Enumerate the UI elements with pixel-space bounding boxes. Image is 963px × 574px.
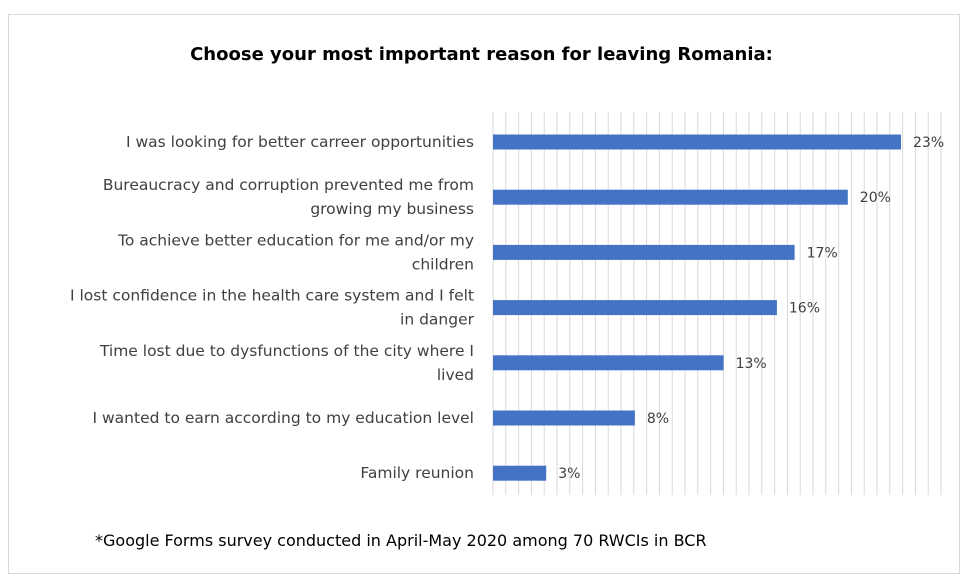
category-label: Time lost due to dysfunctions of the cit… (99, 342, 474, 384)
bar (493, 355, 724, 371)
bar (493, 300, 777, 316)
bar (493, 244, 795, 260)
category-label-line: I wanted to earn according to my educati… (93, 409, 475, 427)
category-label: To achieve better education for me and/o… (117, 231, 474, 273)
bar (493, 410, 635, 426)
category-label: Bureaucracy and corruption prevented me … (103, 176, 474, 218)
bar (493, 134, 901, 150)
category-label-line: To achieve better education for me and/o… (117, 231, 474, 249)
category-label-line: Family reunion (360, 464, 474, 482)
category-label-line: growing my business (310, 200, 474, 218)
data-label: 8% (647, 411, 669, 427)
category-label-line: Time lost due to dysfunctions of the cit… (99, 342, 474, 360)
category-label: I was looking for better carreer opportu… (126, 133, 474, 151)
data-label: 20% (860, 190, 891, 206)
category-label-line: I was looking for better carreer opportu… (126, 133, 474, 151)
category-label-line: I lost confidence in the health care sys… (70, 287, 474, 305)
data-label: 23% (913, 135, 944, 151)
data-label: 17% (807, 245, 838, 261)
category-label-line: lived (437, 366, 474, 384)
category-label: I wanted to earn according to my educati… (93, 409, 475, 427)
category-label-line: children (412, 255, 474, 273)
data-label: 13% (736, 356, 767, 372)
bar (493, 189, 848, 205)
bar (493, 465, 547, 481)
chart-title: Choose your most important reason for le… (190, 44, 773, 65)
category-label-line: in danger (400, 311, 475, 329)
data-label: 3% (558, 466, 580, 482)
data-label: 16% (789, 301, 820, 317)
bar-chart: 23% I was looking for better carreer oppo… (70, 112, 944, 495)
category-label: Family reunion (360, 464, 474, 482)
footnote: *Google Forms survey conducted in April-… (95, 531, 707, 550)
chart-frame (8, 14, 960, 574)
category-label: I lost confidence in the health care sys… (70, 287, 475, 329)
category-label-line: Bureaucracy and corruption prevented me … (103, 176, 474, 194)
